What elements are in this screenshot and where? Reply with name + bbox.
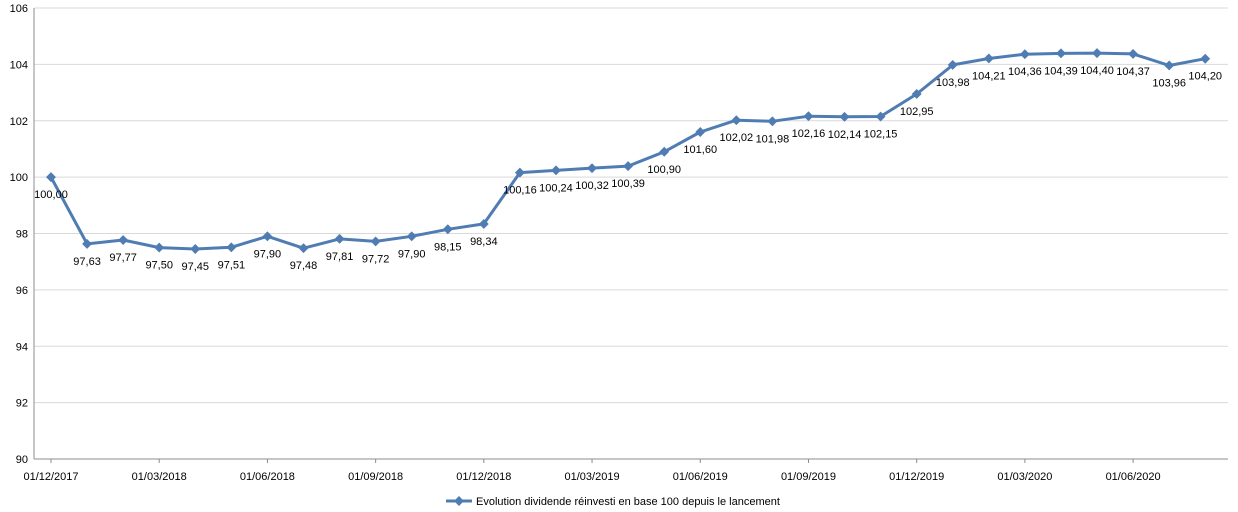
data-point (514, 167, 525, 178)
y-tick-label: 102 (10, 116, 28, 128)
x-tick-label: 01/03/2018 (132, 471, 187, 483)
data-point (587, 163, 597, 174)
gridlines (34, 7, 1228, 460)
data-label: 102,14 (828, 129, 862, 141)
data-point (551, 165, 561, 176)
data-point (406, 231, 417, 242)
y-tick-label: 106 (10, 3, 28, 15)
data-label: 97,51 (218, 259, 246, 271)
data-label: 104,39 (1044, 65, 1078, 77)
data-label: 100,39 (611, 178, 645, 190)
x-tick-label: 01/06/2019 (673, 471, 728, 483)
data-label: 102,95 (900, 106, 934, 118)
data-point (947, 59, 958, 70)
series-line (49, 51, 1206, 251)
data-label: 103,98 (936, 77, 970, 89)
data-label: 100,00 (34, 189, 68, 201)
data-label: 97,90 (398, 248, 426, 260)
data-label: 97,48 (290, 260, 318, 272)
data-point (1092, 48, 1102, 59)
data-label: 97,81 (326, 251, 354, 263)
x-tick-label: 01/12/2018 (456, 471, 511, 483)
data-point (731, 115, 742, 126)
data-label: 101,98 (756, 133, 790, 145)
data-label: 104,37 (1116, 66, 1150, 78)
y-tick-label: 98 (16, 229, 28, 241)
data-point (767, 116, 778, 127)
x-tick-label: 01/06/2020 (1106, 471, 1161, 483)
data-point (334, 233, 345, 244)
data-point (1019, 49, 1030, 60)
data-point (983, 53, 994, 64)
legend-diamond-marker (454, 496, 464, 506)
data-label: 100,16 (503, 185, 537, 197)
data-label: 97,72 (362, 253, 390, 265)
data-label: 104,20 (1188, 71, 1222, 83)
data-point (262, 231, 273, 242)
y-tick-label: 100 (10, 172, 28, 184)
data-point (1164, 60, 1175, 71)
data-label: 100,90 (647, 164, 681, 176)
data-point (154, 242, 165, 253)
data-point (442, 224, 453, 235)
x-tick-label: 01/06/2018 (240, 471, 295, 483)
y-axis: 90 92 94 96 98 100 102 104 106 (10, 3, 35, 466)
data-label: 97,77 (109, 252, 137, 264)
data-label: 100,24 (539, 182, 573, 194)
data-point (1056, 48, 1066, 59)
data-point (298, 243, 309, 254)
data-point (118, 235, 129, 245)
data-label: 98,15 (434, 241, 462, 253)
data-label: 97,50 (145, 260, 173, 272)
legend-label: Evolution dividende réinvesti en base 10… (476, 496, 780, 508)
x-axis: 01/12/2017 01/03/2018 01/06/2018 01/09/2018… (23, 459, 1161, 483)
data-label: 97,90 (254, 248, 282, 260)
data-point (803, 111, 814, 122)
y-tick-label: 104 (10, 59, 28, 71)
data-point (911, 89, 922, 99)
data-label: 104,40 (1080, 65, 1114, 77)
data-label: 97,63 (73, 256, 101, 268)
series-layer (46, 48, 1211, 254)
data-label: 102,15 (864, 129, 898, 141)
y-tick-label: 92 (16, 398, 28, 410)
data-point (226, 242, 237, 253)
data-label: 100,32 (575, 180, 609, 192)
legend: Evolution dividende réinvesti en base 10… (446, 496, 780, 508)
x-tick-label: 01/09/2019 (781, 471, 836, 483)
x-tick-label: 01/12/2019 (889, 471, 944, 483)
data-label: 97,45 (182, 261, 210, 273)
data-labels: 100,00 97,63 97,77 97,50 97,45 97,51 97,90 97,4… (34, 65, 1222, 273)
x-tick-label: 01/12/2017 (23, 471, 78, 483)
data-point (478, 218, 489, 229)
data-point (623, 161, 634, 172)
x-tick-label: 01/09/2018 (348, 471, 403, 483)
data-point (1128, 48, 1139, 59)
data-point (1200, 53, 1211, 64)
data-label: 101,60 (683, 144, 717, 156)
y-tick-label: 90 (16, 454, 28, 466)
y-tick-label: 94 (16, 341, 28, 353)
data-label: 104,36 (1008, 66, 1042, 78)
data-label: 102,02 (720, 132, 754, 144)
y-tick-label: 96 (16, 285, 28, 297)
data-point (190, 244, 201, 254)
data-label: 98,34 (470, 236, 498, 248)
data-point (370, 236, 381, 247)
data-label: 103,96 (1152, 78, 1186, 90)
x-tick-label: 01/03/2019 (565, 471, 620, 483)
x-tick-label: 01/03/2020 (997, 471, 1052, 483)
data-point (659, 146, 670, 157)
data-label: 102,16 (792, 128, 826, 140)
data-label: 104,21 (972, 70, 1006, 82)
